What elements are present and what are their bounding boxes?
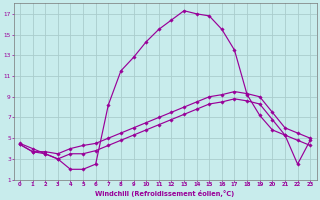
X-axis label: Windchill (Refroidissement éolien,°C): Windchill (Refroidissement éolien,°C)	[95, 190, 235, 197]
